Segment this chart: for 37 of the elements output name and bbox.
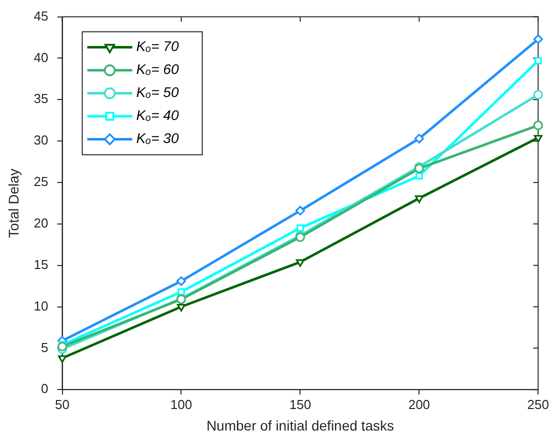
legend-label: Kₒ= 40 [136,107,179,124]
legend-label: Kₒ= 30 [136,130,179,146]
point [296,259,304,267]
y-tick-label: 10 [34,298,48,314]
point [295,206,306,216]
x-tick-label: 250 [527,396,550,412]
point [296,224,304,232]
legend-label: Kₒ= 60 [136,61,179,78]
point [416,172,423,180]
x-tick-label: 50 [55,396,70,412]
point [176,304,186,312]
legend-label: Kₒ= 70 [136,38,179,54]
y-tick-label: 20 [34,215,48,230]
legend-label: Kₒ= 50 [136,84,179,100]
y-tick-label: 0 [41,381,48,396]
point [534,134,542,143]
x-tick-label: 150 [289,396,312,412]
y-tick-label: 35 [34,91,48,106]
y-tick-label: 15 [34,256,48,272]
y-axis-title: Total Delay [5,168,22,238]
point [414,195,424,204]
x-tick-label: 200 [408,396,430,412]
x-axis-title: Number of initial defined tasks [206,417,394,434]
y-tick-label: 25 [34,174,48,190]
point [57,342,68,352]
y-tick-label: 40 [34,50,48,65]
point [534,57,542,64]
point [533,120,543,130]
y-tick-label: 30 [34,132,48,148]
y-tick-label: 45 [34,8,48,24]
point [414,134,424,144]
y-tick-label: 5 [41,340,48,355]
point [533,90,543,100]
point [176,276,186,286]
point [178,288,185,296]
x-tick-label: 100 [170,396,192,412]
point [533,34,543,44]
